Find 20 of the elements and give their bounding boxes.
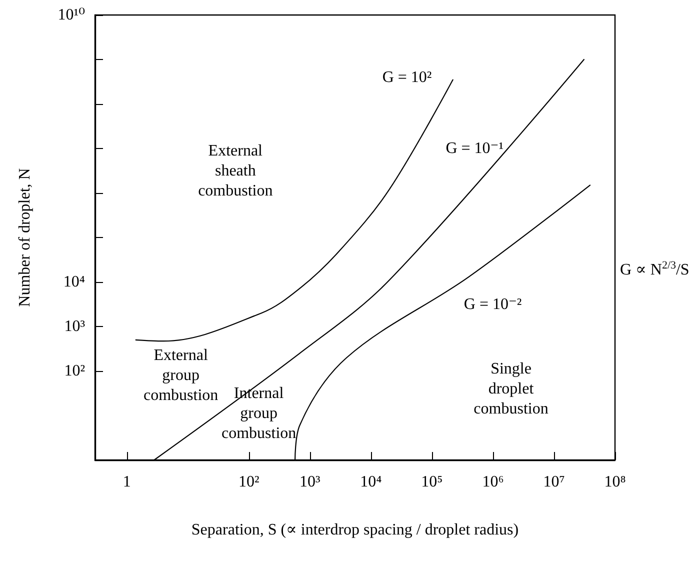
annotation: External sheath combustion xyxy=(198,142,273,200)
y-tick-label: 10⁴ xyxy=(63,274,86,290)
x-tick-label: 10⁸ xyxy=(604,474,626,490)
x-tick-label: 10⁵ xyxy=(421,474,443,490)
x-tick-label: 1 xyxy=(122,474,131,490)
annotation: G = 10⁻² xyxy=(464,296,522,313)
x-tick-label: 10⁷ xyxy=(543,474,565,490)
x-tick-label: 10² xyxy=(238,474,260,490)
annotation: G = 10⁻¹ xyxy=(446,140,504,157)
annotation: G = 10² xyxy=(382,68,432,86)
x-tick-label: 10⁴ xyxy=(360,474,382,490)
y-tick-label: 10³ xyxy=(64,318,86,335)
y-tick-label: 10² xyxy=(64,362,86,380)
x-tick-label: 10³ xyxy=(300,474,321,490)
annotation: External group combustion xyxy=(143,346,218,404)
y-axis-title: Number of droplet, N xyxy=(16,168,34,307)
x-tick-label: 10⁶ xyxy=(482,474,504,490)
x-axis-title: Separation, S (∝ interdrop spacing / droplet radius) xyxy=(191,522,519,538)
annotation: Single droplet combustion xyxy=(474,360,548,418)
y-tick-label: 10¹⁰ xyxy=(58,6,85,24)
